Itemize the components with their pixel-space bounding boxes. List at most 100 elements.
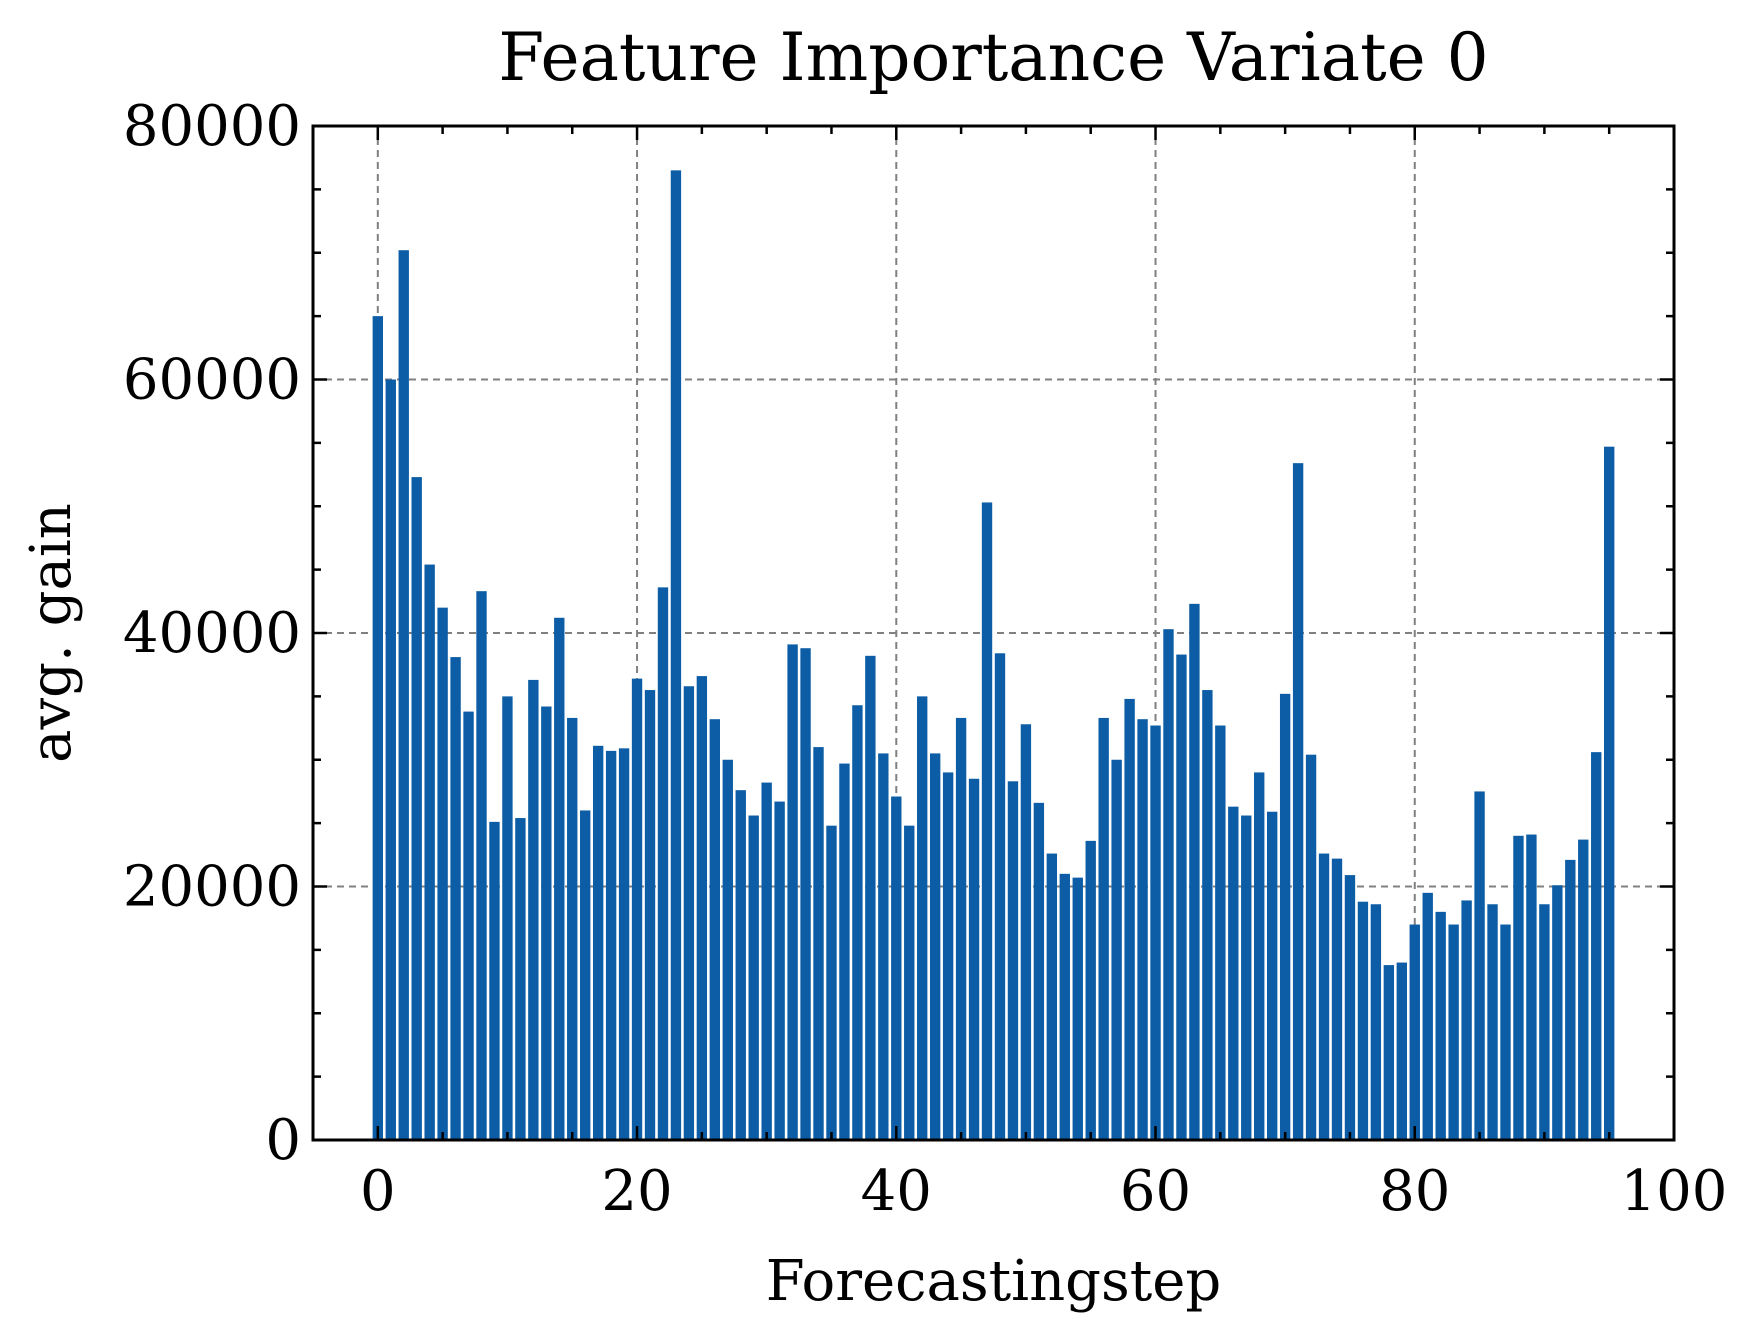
bar <box>929 753 941 1140</box>
bar <box>1241 815 1252 1140</box>
bar <box>1318 853 1330 1140</box>
y-axis-label: avg. gain <box>19 503 84 763</box>
bar <box>722 759 733 1140</box>
x-tick-labels: 0 20 40 60 80 100 <box>360 1159 1727 1224</box>
bar <box>1215 725 1226 1140</box>
bar <box>580 810 591 1140</box>
bar <box>1189 603 1200 1140</box>
bar <box>709 719 720 1140</box>
bar <box>670 170 682 1141</box>
bar <box>1513 835 1524 1140</box>
bar <box>424 564 435 1140</box>
bar <box>1396 962 1407 1140</box>
tick-marks <box>311 124 1676 1142</box>
x-tick-label: 20 <box>601 1159 672 1224</box>
bar <box>813 747 824 1140</box>
bar <box>1020 724 1032 1140</box>
bar <box>541 706 552 1140</box>
y-tick-label: 40000 <box>123 601 301 666</box>
bar <box>1539 904 1550 1140</box>
bar <box>839 763 850 1140</box>
bar <box>398 250 409 1141</box>
y-tick-label: 60000 <box>123 348 301 413</box>
x-tick-label: 60 <box>1120 1159 1191 1224</box>
bar <box>618 748 630 1140</box>
bar <box>1448 924 1459 1140</box>
bar <box>968 778 980 1140</box>
bar <box>1163 629 1174 1140</box>
bar <box>605 750 617 1140</box>
bar <box>554 617 565 1140</box>
y-tick-labels: 0 20000 40000 60000 80000 <box>123 94 301 1173</box>
bar <box>1565 859 1576 1140</box>
bar <box>800 648 811 1140</box>
bar <box>891 796 902 1140</box>
y-tick-label: 20000 <box>123 855 301 920</box>
bar <box>411 477 422 1141</box>
bar <box>1072 877 1083 1140</box>
bar <box>489 821 500 1140</box>
bar <box>1098 717 1109 1140</box>
bar <box>1033 802 1045 1140</box>
bar <box>1046 853 1058 1140</box>
bar <box>567 717 578 1140</box>
bar <box>826 825 837 1140</box>
bar <box>917 696 928 1141</box>
bar <box>787 644 798 1140</box>
bar <box>696 676 708 1140</box>
bar <box>502 696 513 1141</box>
x-tick-label: 40 <box>861 1159 932 1224</box>
bar <box>1150 725 1161 1140</box>
bar <box>1474 791 1485 1140</box>
bar <box>463 711 474 1140</box>
bar <box>1137 719 1148 1140</box>
x-tick-label: 100 <box>1621 1159 1728 1224</box>
bar <box>1202 690 1213 1140</box>
bar <box>955 717 967 1140</box>
y-tick-label: 0 <box>265 1108 301 1173</box>
bar <box>1267 811 1278 1140</box>
bar <box>1176 654 1187 1140</box>
bar <box>644 690 656 1140</box>
bar <box>1059 873 1070 1140</box>
bar <box>1370 904 1382 1140</box>
bar <box>1487 904 1498 1140</box>
bar <box>450 657 461 1140</box>
bar <box>994 653 1006 1140</box>
bar <box>735 790 746 1140</box>
bar <box>592 745 604 1140</box>
x-tick-label: 80 <box>1379 1159 1450 1224</box>
bar <box>372 316 383 1141</box>
chart-title: Feature Importance Variate 0 <box>498 19 1488 96</box>
bar <box>852 705 863 1140</box>
bar <box>437 607 448 1140</box>
bar <box>1578 839 1589 1140</box>
bars <box>372 170 1615 1141</box>
bar <box>865 655 876 1140</box>
bar <box>1461 900 1472 1140</box>
bar <box>1383 965 1395 1140</box>
bar <box>761 782 772 1140</box>
bar <box>981 502 993 1140</box>
bar <box>1111 759 1122 1140</box>
bar <box>774 801 785 1140</box>
bar <box>1357 901 1369 1140</box>
bar <box>476 591 487 1140</box>
bar <box>1331 858 1343 1140</box>
bar <box>528 679 539 1140</box>
bar <box>1409 924 1420 1140</box>
bar <box>385 379 396 1140</box>
bar <box>1500 924 1511 1140</box>
bar <box>1305 754 1317 1140</box>
bar <box>631 678 643 1140</box>
bar <box>1435 911 1446 1140</box>
bar <box>1124 698 1135 1140</box>
bar <box>942 772 954 1140</box>
bar <box>515 818 526 1140</box>
bar <box>1526 834 1537 1140</box>
bar <box>683 686 695 1140</box>
x-axis-label: Forecastingstep <box>766 1249 1221 1314</box>
x-tick-label: 0 <box>360 1159 396 1224</box>
bar <box>1344 875 1356 1140</box>
